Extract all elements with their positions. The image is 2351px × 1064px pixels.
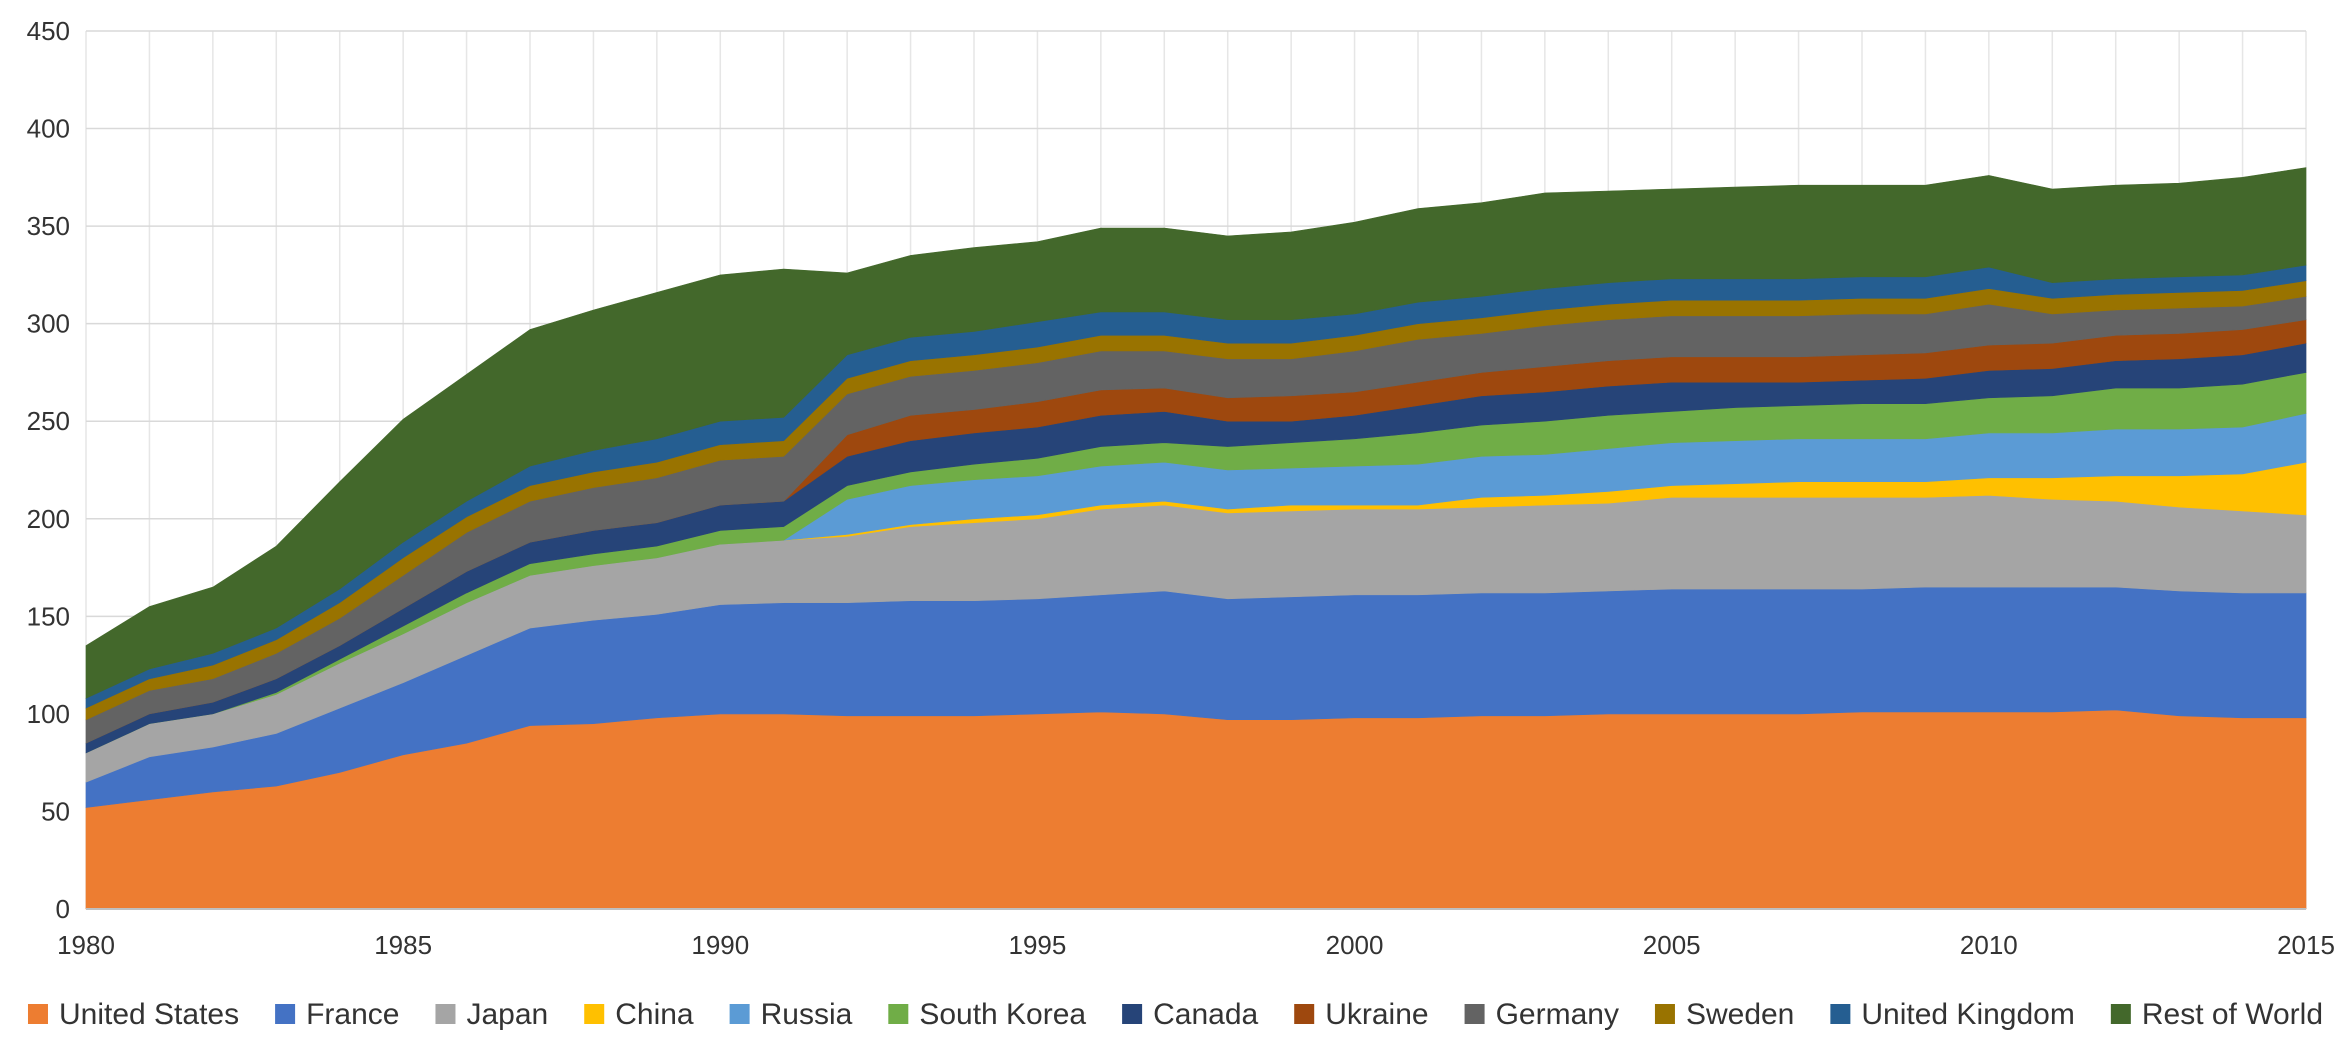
legend-label: Rest of World [2142, 998, 2323, 1031]
y-tick-label: 350 [27, 211, 70, 241]
legend-swatch [1294, 1004, 1315, 1024]
y-tick-label: 250 [27, 406, 70, 436]
legend-label: China [615, 998, 694, 1031]
legend-item-germany: Germany [1464, 998, 1619, 1031]
legend-label: Sweden [1686, 998, 1794, 1031]
x-tick-label: 1985 [374, 930, 432, 960]
area-series-group [85, 167, 2307, 910]
y-tick-label: 50 [41, 796, 70, 826]
legend: United States France Japan China Russia South… [27, 998, 2323, 1031]
legend-item-rest-of-world: Rest of World [2110, 998, 2323, 1031]
y-tick-label: 200 [27, 504, 70, 534]
legend-label: Japan [466, 998, 548, 1031]
axes: 0 50 100 150 200 250 300 350 400 450 1980 1985 1990 1… [27, 16, 2335, 960]
legend-label: Germany [1496, 998, 1619, 1031]
legend-label: Russia [761, 998, 853, 1031]
y-tick-label: 0 [56, 894, 70, 924]
legend-label: United States [59, 998, 239, 1031]
legend-label: Canada [1153, 998, 1258, 1031]
legend-swatch [275, 1004, 296, 1024]
area-rest-of-world [85, 167, 2307, 699]
x-tick-label: 1980 [57, 930, 115, 960]
legend-item-united-states: United States [27, 998, 239, 1031]
legend-swatch [1464, 1004, 1485, 1024]
legend-swatch [888, 1004, 909, 1024]
legend-item-south-korea: South Korea [888, 998, 1086, 1031]
legend-swatch [2110, 1004, 2131, 1024]
legend-swatch [1122, 1004, 1143, 1024]
x-tick-label: 1990 [691, 930, 749, 960]
y-tick-label: 150 [27, 601, 70, 631]
legend-item-russia: Russia [729, 998, 853, 1031]
legend-item-sweden: Sweden [1654, 998, 1794, 1031]
legend-label: Ukraine [1325, 998, 1428, 1031]
x-tick-label: 2005 [1643, 930, 1701, 960]
x-tick-label: 2000 [1326, 930, 1384, 960]
legend-swatch [729, 1004, 750, 1024]
legend-label: South Korea [919, 998, 1086, 1031]
x-tick-label: 1995 [1009, 930, 1067, 960]
legend-item-ukraine: Ukraine [1294, 998, 1429, 1031]
x-tick-label: 2015 [2277, 930, 2335, 960]
x-tick-label: 2010 [1960, 930, 2018, 960]
y-tick-label: 450 [27, 16, 70, 46]
y-tick-label: 400 [27, 114, 70, 144]
legend-label: France [306, 998, 399, 1031]
legend-item-united-kingdom: United Kingdom [1830, 998, 2075, 1031]
legend-item-france: France [275, 998, 399, 1031]
legend-item-china: China [584, 998, 694, 1031]
legend-item-canada: Canada [1122, 998, 1259, 1031]
legend-label: United Kingdom [1861, 998, 2074, 1031]
legend-item-japan: Japan [435, 998, 548, 1031]
legend-swatch [435, 1004, 456, 1024]
y-tick-label: 100 [27, 699, 70, 729]
legend-swatch [584, 1004, 605, 1024]
legend-swatch [1830, 1004, 1851, 1024]
legend-swatch [1654, 1004, 1675, 1024]
legend-swatch [27, 1004, 48, 1024]
y-tick-label: 300 [27, 309, 70, 339]
